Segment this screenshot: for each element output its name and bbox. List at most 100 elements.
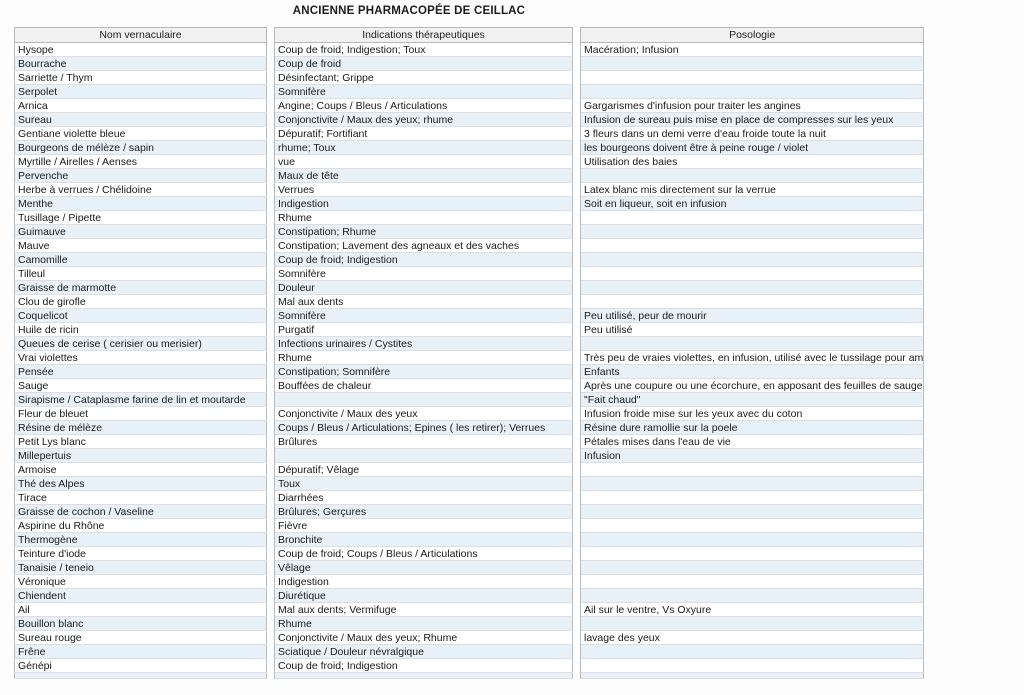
column-gap [266, 126, 275, 141]
cell-indications: Constipation; Rhume [274, 224, 573, 239]
cell-indications: Mal aux dents [274, 294, 573, 309]
table-row: Bourgeons de mélèze / sapin rhume; Toux le… [14, 140, 925, 155]
cell-indications: Brûlures [274, 434, 573, 449]
cell-nom: Aspirine du Rhône [14, 518, 267, 533]
cell-posologie [579, 238, 925, 253]
column-gap [572, 546, 581, 561]
cell-posologie: Infusion [579, 448, 925, 463]
cell-indications: Coup de froid; Indigestion [274, 658, 573, 673]
cell-indications: Infections urinaires / Cystites [274, 336, 573, 351]
column-gap [572, 378, 581, 393]
column-gap [572, 364, 581, 379]
cell-posologie [579, 266, 925, 281]
column-gap [572, 588, 581, 603]
table-row: Résine de mélèze Coups / Bleus / Articula… [14, 420, 925, 435]
cell-posologie: Infusion froide mise sur les yeux avec d… [579, 406, 925, 421]
cell-nom: Clou de girofle [14, 294, 267, 309]
cell-posologie: Très peu de vraies violettes, en infusio… [579, 350, 925, 365]
cell-posologie: Peu utilisé [579, 322, 925, 337]
column-gap [266, 56, 275, 71]
cell-posologie: Après une coupure ou une écorchure, en a… [579, 378, 925, 393]
cell-nom: Serpolet [14, 84, 267, 99]
cell-indications: Brûlures; Gerçures [274, 504, 573, 519]
cell-indications: Rhume [274, 616, 573, 631]
column-gap [266, 602, 275, 617]
cell-nom: Mauve [14, 238, 267, 253]
cell-posologie: Latex blanc mis directement sur la verru… [579, 182, 925, 197]
table-row: Huile de ricin Purgatif Peu utilisé [14, 322, 925, 337]
cell-indications: Toux [274, 476, 573, 491]
cell-indications: Verrues [274, 182, 573, 197]
column-gap [572, 672, 581, 679]
table-row: Gentiane violette bleue Dépuratif; Fortif… [14, 126, 925, 141]
cell-nom: Sauge [14, 378, 267, 393]
cell-indications: Rhume [274, 210, 573, 225]
table-row: Petit Lys blanc Brûlures Pétales mises dan… [14, 434, 925, 449]
column-gap [572, 350, 581, 365]
column-gap [266, 658, 275, 673]
cell-nom: Graisse de cochon / Vaseline [14, 504, 267, 519]
column-gap [572, 476, 581, 491]
cell-posologie: Enfants [579, 364, 925, 379]
table-row: Coquelicot Somnifère Peu utilisé, peur de … [14, 308, 925, 323]
column-gap [572, 658, 581, 673]
column-gap [266, 196, 275, 211]
column-gap [572, 630, 581, 645]
column-gap [266, 504, 275, 519]
cell-nom: Tusillage / Pipette [14, 210, 267, 225]
cell-nom: Armoise [14, 462, 267, 477]
column-gap [572, 532, 581, 547]
column-gap [266, 616, 275, 631]
column-gap [572, 392, 581, 407]
cell-empty [579, 672, 925, 679]
table-row: Sirapisme / Cataplasme farine de lin et … [14, 392, 925, 407]
cell-nom: Gentiane violette bleue [14, 126, 267, 141]
page-title: ANCIENNE PHARMACOPÉE DE CEILLAC [292, 5, 526, 17]
cell-posologie [579, 210, 925, 225]
column-gap [572, 238, 581, 253]
cell-nom: Vrai violettes [14, 350, 267, 365]
cell-indications: Diarrhées [274, 490, 573, 505]
table-row: Camomille Coup de froid; Indigestion [14, 252, 925, 267]
table-row: Armoise Dépuratif; Vêlage [14, 462, 925, 477]
column-gap [266, 588, 275, 603]
column-gap [266, 546, 275, 561]
table-row: Bourrache Coup de froid [14, 56, 925, 71]
cell-indications: Rhume [274, 350, 573, 365]
cell-indications: Angine; Coups / Bleus / Articulations [274, 98, 573, 113]
column-gap [266, 476, 275, 491]
column-gap [572, 210, 581, 225]
cell-posologie: 3 fleurs dans un demi verre d'eau froide… [579, 126, 925, 141]
column-gap [572, 280, 581, 295]
column-gap [266, 112, 275, 127]
table-row: Frêne Sciatique / Douleur névralgique [14, 644, 925, 659]
column-gap [266, 532, 275, 547]
cell-indications: vue [274, 154, 573, 169]
table-row: Ail Mal aux dents; Vermifuge Ail sur le ve… [14, 602, 925, 617]
cell-nom: Pervenche [14, 168, 267, 183]
table-row: Génépi Coup de froid; Indigestion [14, 658, 925, 673]
column-gap [572, 574, 581, 589]
cell-posologie [579, 518, 925, 533]
column-gap [572, 42, 581, 57]
cell-nom: Arnica [14, 98, 267, 113]
table-row: Myrtille / Airelles / Aenses vue Utilisati… [14, 154, 925, 169]
column-gap [266, 434, 275, 449]
table-row: Teinture d'iode Coup de froid; Coups / Bl… [14, 546, 925, 561]
column-gap [266, 462, 275, 477]
table-row: Véronique Indigestion [14, 574, 925, 589]
column-gap [572, 168, 581, 183]
column-gap [572, 140, 581, 155]
cell-indications: Somnifère [274, 308, 573, 323]
cell-posologie [579, 616, 925, 631]
cell-nom: Tirace [14, 490, 267, 505]
cell-empty [14, 672, 267, 679]
col-header-posologie: Posologie [579, 27, 925, 43]
cell-indications: Somnifère [274, 84, 573, 99]
table-row: Queues de cerise ( cerisier ou merisier)… [14, 336, 925, 351]
table-row: Menthe Indigestion Soit en liqueur, soit e… [14, 196, 925, 211]
cell-nom: Sarriette / Thym [14, 70, 267, 85]
table-row: Chiendent Diurétique [14, 588, 925, 603]
table-row: Sureau rouge Conjonctivite / Maux des yeu… [14, 630, 925, 645]
column-gap [572, 154, 581, 169]
